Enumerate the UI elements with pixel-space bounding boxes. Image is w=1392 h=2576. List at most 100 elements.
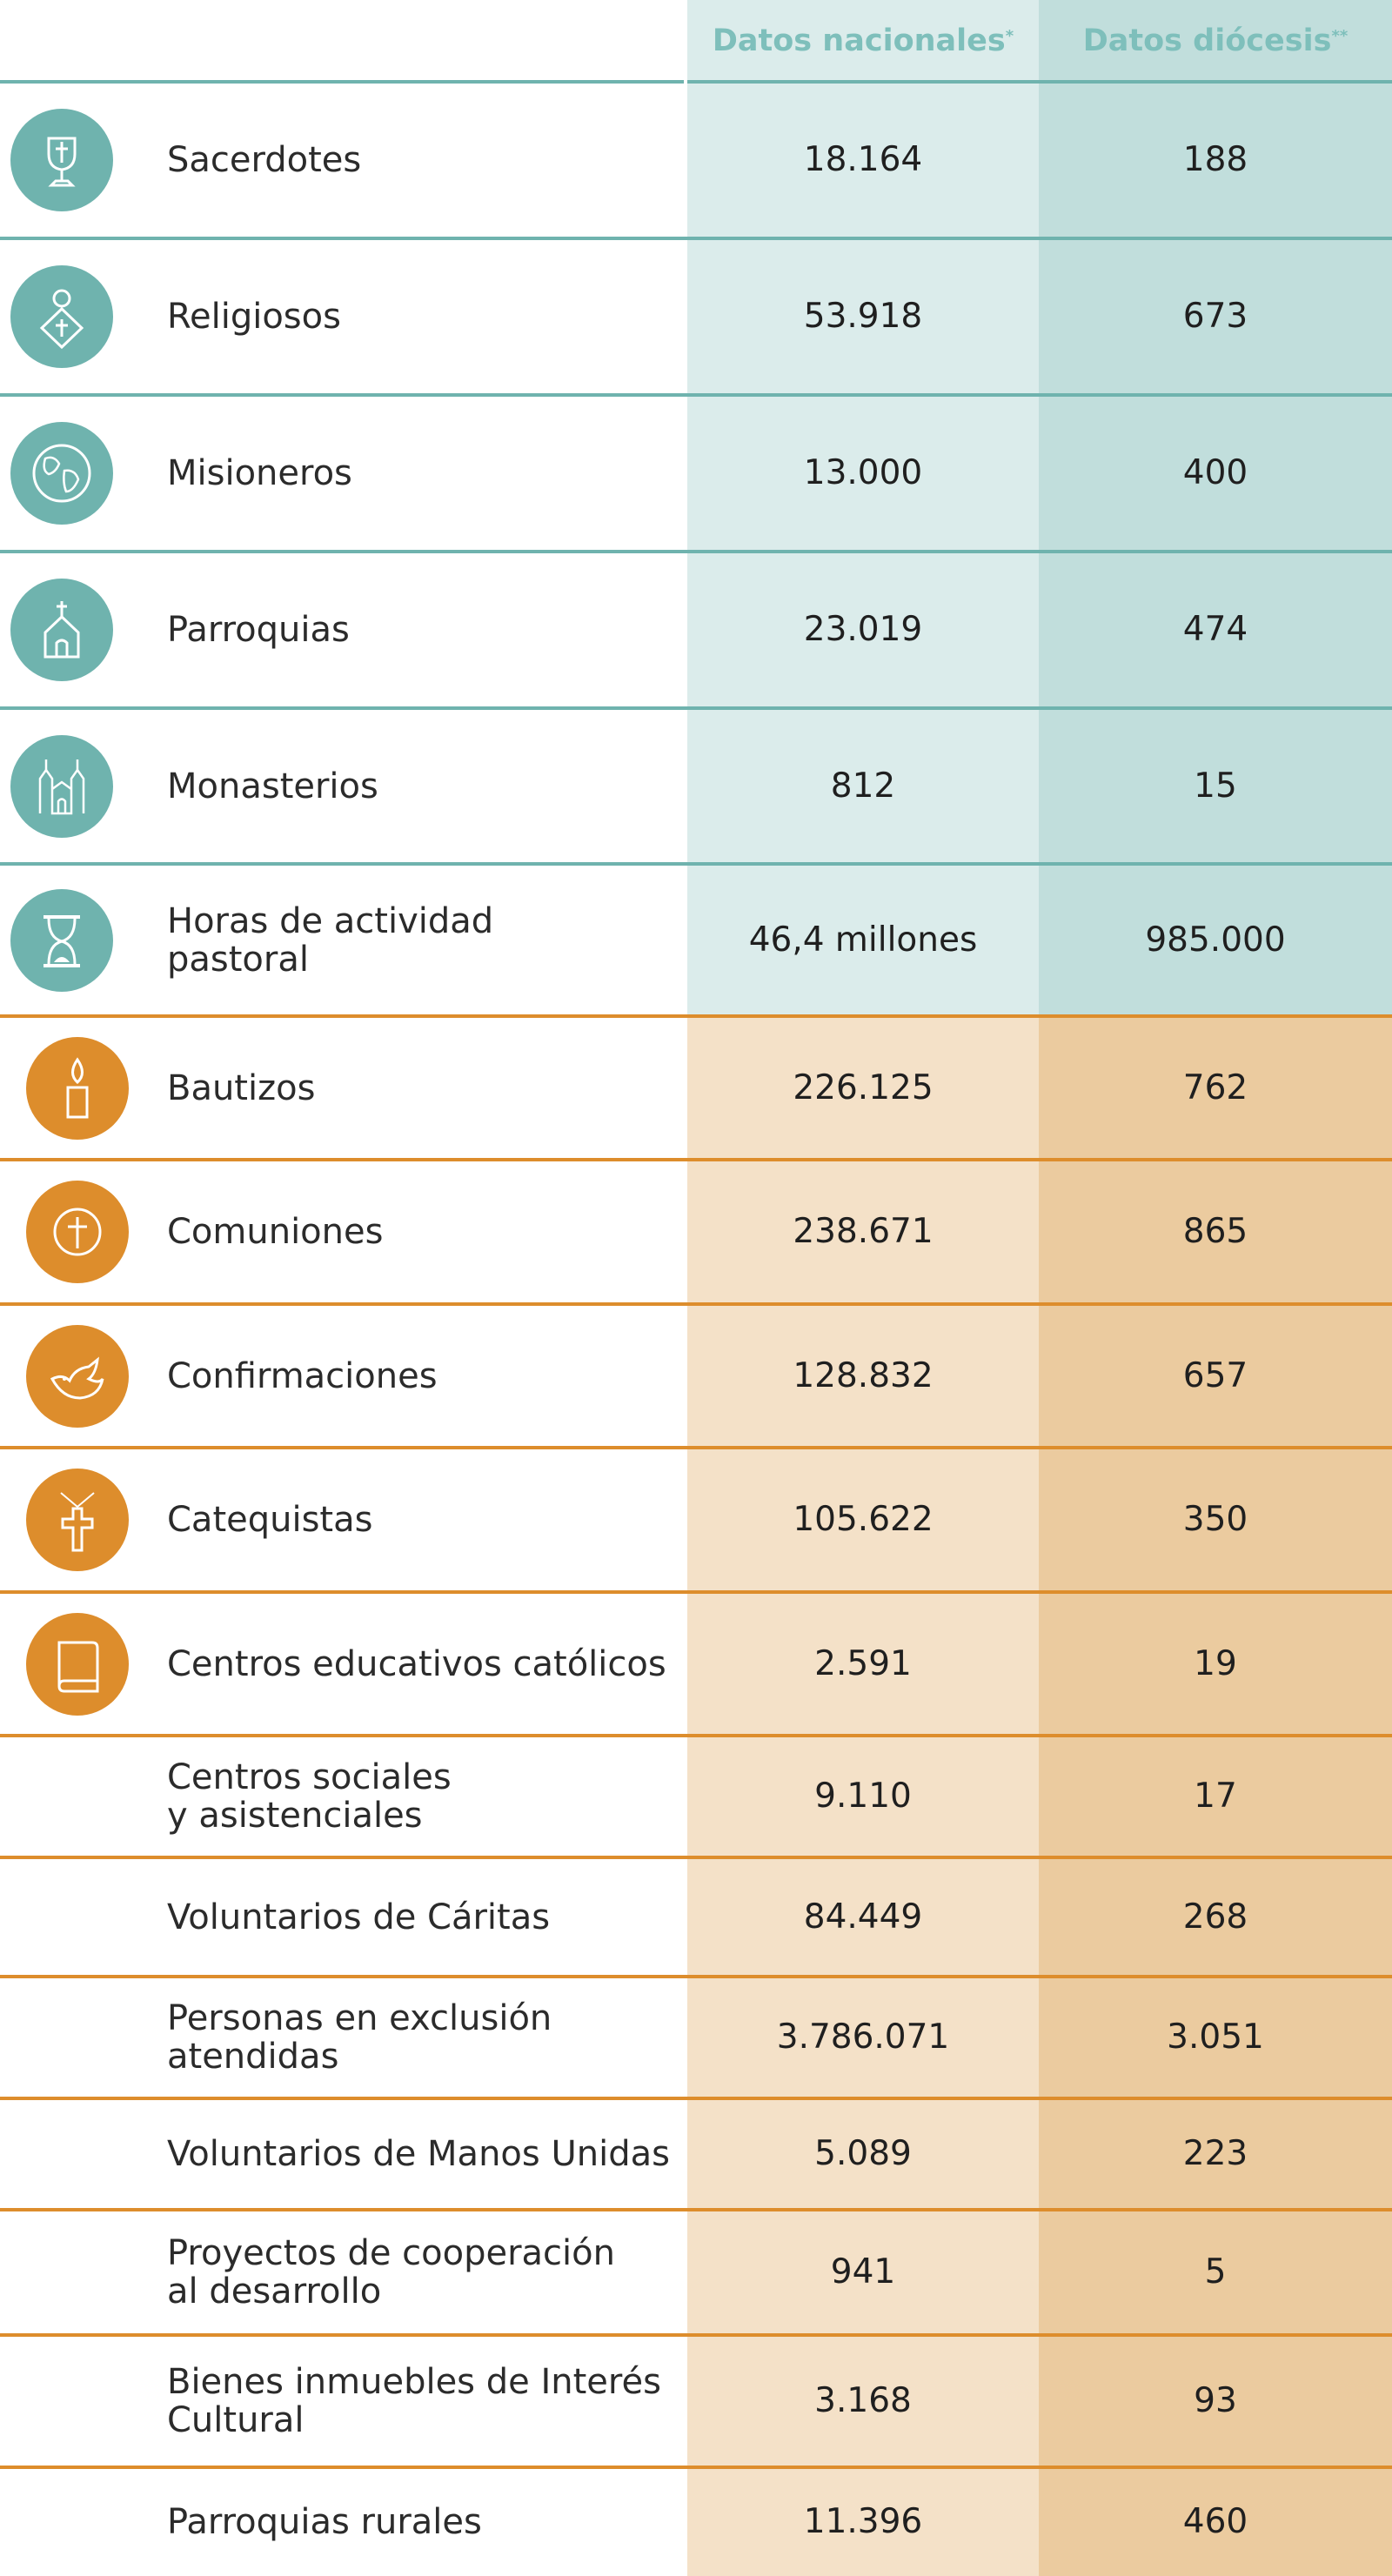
monastery-icon (10, 734, 113, 838)
national-value: 18.164 (803, 140, 923, 179)
row-label: Proyectos de cooperación al desarrollo (167, 2233, 615, 2312)
national-value: 812 (830, 766, 896, 806)
diocese-value: 673 (1182, 297, 1248, 336)
diocese-value: 865 (1182, 1212, 1248, 1251)
diocese-value: 15 (1194, 766, 1237, 806)
national-value: 13.000 (803, 453, 923, 492)
hourglass-icon (10, 888, 113, 992)
row-divider (0, 2208, 1392, 2211)
table-row: Voluntarios de Cáritas 84.449 268 (0, 1857, 1392, 1977)
host-icon (26, 1181, 129, 1283)
national-value: 105.622 (793, 1500, 934, 1539)
row-label: Comuniones (167, 1212, 384, 1252)
diocese-value: 762 (1182, 1067, 1248, 1107)
table-row: Religiosos 53.918 673 (0, 238, 1392, 395)
row-divider (0, 1590, 1392, 1594)
table-row: Catequistas 105.622 350 (0, 1448, 1392, 1592)
table-row: Confirmaciones 128.832 657 (0, 1304, 1392, 1448)
diocese-value: 474 (1182, 610, 1248, 649)
diocese-value: 350 (1182, 1500, 1248, 1539)
national-value: 9.110 (814, 1776, 912, 1816)
chalice-icon (10, 109, 113, 211)
row-label: Catequistas (167, 1500, 373, 1540)
table-row: Centros sociales y asistenciales 9.110 17 (0, 1736, 1392, 1857)
diocese-value: 188 (1182, 140, 1248, 179)
row-divider (0, 2333, 1392, 2337)
table-row: Bautizos 226.125 762 (0, 1016, 1392, 1160)
row-label: Religiosos (167, 297, 341, 337)
row-label: Misioneros (167, 453, 352, 493)
row-divider (0, 1014, 1392, 1018)
row-divider (0, 1446, 1392, 1449)
diocese-column-header: Datos diócesis ** (1039, 0, 1392, 82)
table-row: Bienes inmuebles de Interés Cultural 3.168… (0, 2335, 1392, 2467)
row-divider (0, 706, 1392, 710)
row-label: Sacerdotes (167, 140, 362, 180)
table-row: Horas de actividad pastoral 46,4 millones 9… (0, 864, 1392, 1016)
table-row: Sacerdotes 18.164 188 (0, 82, 1392, 238)
dove-icon (26, 1324, 129, 1428)
row-label: Confirmaciones (167, 1355, 438, 1396)
diocese-value: 3.051 (1167, 2017, 1264, 2057)
diocese-value: 985.000 (1145, 920, 1286, 960)
national-value: 2.591 (814, 1643, 912, 1683)
table-row: Voluntarios de Manos Unidas 5.089 223 (0, 2098, 1392, 2210)
row-label: Parroquias (167, 610, 350, 650)
table-row: Parroquias rurales 11.396 460 (0, 2467, 1392, 2576)
diocese-value: 460 (1182, 2501, 1248, 2541)
row-divider (0, 1856, 1392, 1859)
national-value: 5.089 (814, 2134, 912, 2173)
row-divider (0, 237, 1392, 240)
national-column-background (687, 0, 1039, 2576)
diocese-value: 93 (1194, 2381, 1237, 2420)
national-value: 238.671 (793, 1212, 934, 1251)
row-divider (0, 1975, 1392, 1978)
table-row: Personas en exclusión atendidas 3.786.071 3… (0, 1977, 1392, 2098)
national-value: 128.832 (793, 1355, 934, 1395)
national-value: 23.019 (803, 610, 923, 649)
book-icon (26, 1612, 129, 1716)
row-divider (0, 1734, 1392, 1737)
globe-icon (10, 422, 113, 525)
national-header-mark: * (1005, 26, 1014, 45)
table-row: Proyectos de cooperación al desarrollo 941… (0, 2210, 1392, 2335)
table-row: Centros educativos católicos 2.591 19 (0, 1592, 1392, 1736)
diocese-value: 19 (1194, 1643, 1237, 1683)
cross-pendant-icon (26, 1469, 129, 1571)
diocese-header-mark: ** (1331, 26, 1348, 45)
national-value: 53.918 (803, 297, 923, 336)
row-label: Centros sociales y asistenciales (167, 1757, 452, 1836)
church-icon (10, 579, 113, 681)
row-divider (0, 1158, 1392, 1161)
diocese-value: 223 (1182, 2134, 1248, 2173)
national-column-header: Datos nacionales * (687, 0, 1039, 82)
national-value: 941 (830, 2252, 896, 2292)
diocese-header-text: Datos diócesis (1082, 23, 1332, 58)
row-divider (0, 80, 684, 84)
row-divider (0, 1302, 1392, 1306)
row-label: Personas en exclusión atendidas (167, 1998, 552, 2077)
national-header-text: Datos nacionales (712, 23, 1006, 58)
diocese-column-background (1039, 0, 1392, 2576)
table-row: Monasterios 812 15 (0, 708, 1392, 864)
diocese-value: 17 (1194, 1776, 1237, 1816)
row-label: Voluntarios de Manos Unidas (167, 2134, 670, 2174)
table-row: Parroquias 23.019 474 (0, 552, 1392, 708)
row-label: Bautizos (167, 1067, 316, 1108)
national-value: 3.168 (814, 2381, 912, 2420)
row-label: Parroquias rurales (167, 2501, 482, 2542)
row-divider (0, 862, 1392, 866)
candle-icon (26, 1036, 129, 1140)
row-divider (0, 393, 1392, 397)
national-value: 3.786.071 (776, 2017, 950, 2057)
national-value: 84.449 (803, 1897, 923, 1937)
table-row: Comuniones 238.671 865 (0, 1160, 1392, 1304)
row-label: Bienes inmuebles de Interés Cultural (167, 2362, 661, 2440)
religious-person-icon (10, 265, 113, 368)
table-row: Misioneros 13.000 400 (0, 395, 1392, 552)
diocese-value: 657 (1182, 1355, 1248, 1395)
row-divider (0, 2097, 1392, 2100)
national-value: 46,4 millones (748, 920, 978, 960)
row-label: Centros educativos católicos (167, 1643, 666, 1684)
